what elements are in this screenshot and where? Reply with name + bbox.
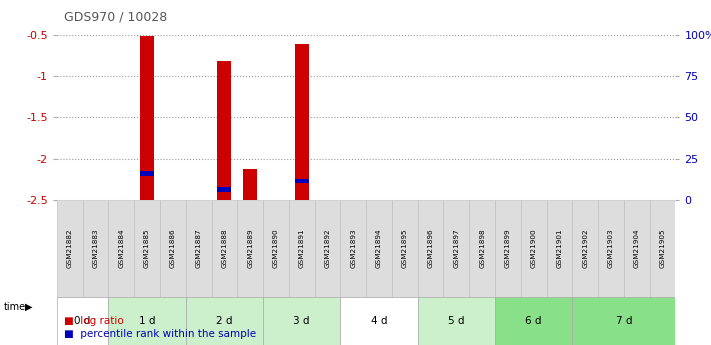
Text: time: time bbox=[4, 302, 26, 312]
Bar bbox=[140, 171, 154, 176]
Bar bbox=[650, 200, 675, 297]
Text: GSM21901: GSM21901 bbox=[557, 229, 562, 268]
Text: GSM21887: GSM21887 bbox=[196, 229, 202, 268]
Text: GSM21889: GSM21889 bbox=[247, 229, 253, 268]
Bar bbox=[82, 200, 108, 297]
Text: 5 d: 5 d bbox=[448, 316, 464, 326]
Text: 2 d: 2 d bbox=[216, 316, 232, 326]
Bar bbox=[392, 200, 417, 297]
Bar bbox=[341, 297, 418, 345]
Bar bbox=[294, 45, 309, 200]
Text: GSM21895: GSM21895 bbox=[402, 229, 408, 268]
Text: 4 d: 4 d bbox=[371, 316, 387, 326]
Text: GSM21886: GSM21886 bbox=[170, 229, 176, 268]
Text: 3 d: 3 d bbox=[294, 316, 310, 326]
Bar bbox=[520, 200, 547, 297]
Text: ▶: ▶ bbox=[25, 302, 33, 312]
Bar bbox=[289, 200, 314, 297]
Text: GSM21904: GSM21904 bbox=[634, 229, 640, 268]
Bar bbox=[598, 200, 624, 297]
Text: 7 d: 7 d bbox=[616, 316, 632, 326]
Bar bbox=[572, 200, 598, 297]
Bar bbox=[108, 200, 134, 297]
Bar bbox=[140, 36, 154, 200]
Bar bbox=[495, 200, 520, 297]
Bar bbox=[134, 200, 160, 297]
Bar bbox=[314, 200, 341, 297]
Bar bbox=[212, 200, 237, 297]
Bar bbox=[57, 297, 108, 345]
Bar bbox=[57, 200, 82, 297]
Text: GSM21894: GSM21894 bbox=[376, 229, 382, 268]
Bar bbox=[294, 179, 309, 183]
Text: GSM21888: GSM21888 bbox=[221, 229, 228, 268]
Bar bbox=[218, 187, 232, 191]
Text: GSM21884: GSM21884 bbox=[118, 229, 124, 268]
Bar bbox=[547, 200, 572, 297]
Text: 6 d: 6 d bbox=[525, 316, 542, 326]
Text: 0 d: 0 d bbox=[75, 316, 91, 326]
Text: GSM21898: GSM21898 bbox=[479, 229, 485, 268]
Text: GSM21883: GSM21883 bbox=[92, 229, 99, 268]
Text: GSM21882: GSM21882 bbox=[67, 229, 73, 268]
Text: GSM21896: GSM21896 bbox=[427, 229, 434, 268]
Text: ■  percentile rank within the sample: ■ percentile rank within the sample bbox=[64, 329, 256, 339]
Bar bbox=[263, 200, 289, 297]
Bar bbox=[263, 297, 341, 345]
Bar bbox=[108, 297, 186, 345]
Text: GSM21893: GSM21893 bbox=[351, 229, 356, 268]
Bar bbox=[418, 297, 495, 345]
Text: GDS970 / 10028: GDS970 / 10028 bbox=[64, 10, 167, 23]
Bar bbox=[495, 297, 572, 345]
Text: GSM21897: GSM21897 bbox=[454, 229, 459, 268]
Text: GSM21890: GSM21890 bbox=[273, 229, 279, 268]
Text: GSM21891: GSM21891 bbox=[299, 229, 305, 268]
Bar bbox=[237, 200, 263, 297]
Bar bbox=[572, 297, 675, 345]
Bar bbox=[160, 200, 186, 297]
Text: GSM21899: GSM21899 bbox=[505, 229, 511, 268]
Bar bbox=[444, 200, 469, 297]
Text: GSM21905: GSM21905 bbox=[660, 229, 665, 268]
Text: GSM21903: GSM21903 bbox=[608, 229, 614, 268]
Bar bbox=[186, 297, 263, 345]
Text: GSM21885: GSM21885 bbox=[144, 229, 150, 268]
Bar bbox=[243, 169, 257, 200]
Text: 1 d: 1 d bbox=[139, 316, 155, 326]
Bar bbox=[624, 200, 650, 297]
Bar bbox=[341, 200, 366, 297]
Bar bbox=[366, 200, 392, 297]
Bar bbox=[418, 200, 444, 297]
Text: ■  log ratio: ■ log ratio bbox=[64, 316, 124, 326]
Bar bbox=[186, 200, 212, 297]
Bar bbox=[469, 200, 495, 297]
Text: GSM21902: GSM21902 bbox=[582, 229, 588, 268]
Bar bbox=[218, 61, 232, 200]
Text: GSM21900: GSM21900 bbox=[530, 229, 537, 268]
Text: GSM21892: GSM21892 bbox=[324, 229, 331, 268]
